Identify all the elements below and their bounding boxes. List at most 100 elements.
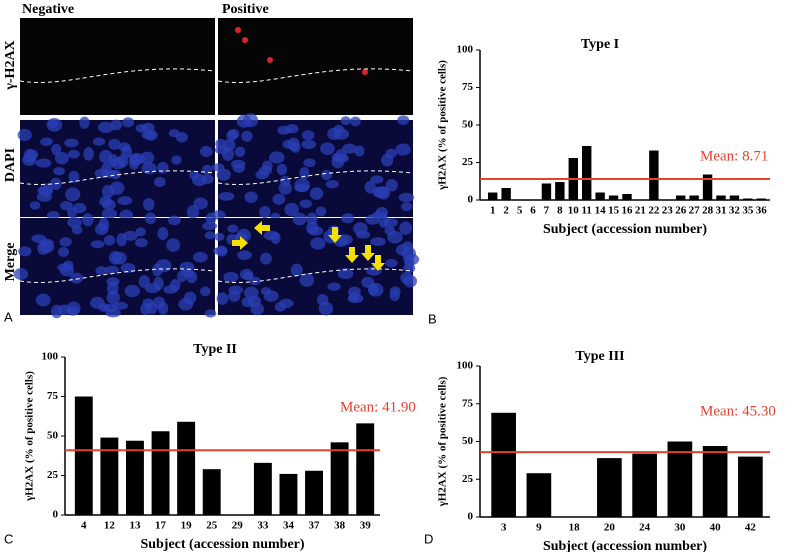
nucleus [342, 143, 357, 154]
nucleus [204, 231, 216, 240]
nucleus [284, 202, 299, 217]
bar [100, 437, 119, 515]
x-tick-label: 2 [503, 205, 509, 217]
bar [702, 446, 728, 517]
nucleus [321, 169, 332, 181]
nucleus [199, 286, 211, 297]
bar [279, 473, 298, 515]
bar [689, 195, 699, 200]
panel-label: B [428, 311, 437, 326]
signal [235, 27, 241, 33]
x-tick-label: 23 [662, 205, 674, 217]
nucleus [57, 246, 70, 257]
nucleus [320, 142, 335, 155]
panel-label: D [424, 531, 433, 546]
y-tick-label: 25 [47, 469, 59, 481]
nucleus [39, 183, 53, 198]
bar [667, 441, 693, 517]
x-tick-label: 21 [635, 205, 646, 217]
y-tick-label: 25 [462, 156, 474, 168]
bar [595, 192, 605, 200]
nucleus [40, 137, 53, 146]
x-axis-label: Subject (accession number) [543, 222, 707, 237]
nucleus [141, 130, 156, 140]
nucleus [399, 221, 413, 235]
nucleus [144, 283, 161, 294]
nucleus [204, 309, 217, 318]
chart-title: Type III [575, 349, 624, 364]
y-tick-label: 50 [462, 435, 474, 447]
nucleus [306, 221, 319, 235]
nucleus [18, 246, 32, 257]
nucleus [102, 303, 117, 313]
nucleus [176, 270, 188, 283]
arrow [345, 247, 359, 263]
nucleus [294, 183, 309, 193]
nucleus [122, 117, 135, 128]
x-tick-label: 15 [608, 205, 620, 217]
nucleus [29, 201, 41, 210]
x-tick-label: 17 [155, 520, 167, 532]
bar [555, 182, 565, 200]
nucleus [154, 176, 166, 188]
nucleus [389, 286, 401, 296]
x-tick-label: 26 [675, 205, 687, 217]
bar [622, 194, 632, 200]
nucleus [355, 230, 371, 239]
x-tick-label: 36 [756, 205, 768, 217]
bar [716, 195, 726, 200]
x-tick-label: 37 [309, 520, 321, 532]
nucleus [276, 163, 288, 176]
nucleus [259, 205, 271, 219]
nucleus [269, 151, 285, 164]
arrow [328, 227, 342, 243]
x-tick-label: 4 [81, 520, 87, 532]
nucleus [216, 245, 228, 257]
nucleus [186, 205, 200, 219]
boundary [19, 68, 216, 84]
nucleus [278, 181, 293, 195]
nucleus [290, 263, 303, 277]
nucleus [193, 197, 208, 210]
nucleus [192, 251, 208, 263]
y-tick-label: 100 [42, 351, 59, 363]
bar [582, 146, 592, 200]
nucleus [35, 158, 52, 168]
nucleus [98, 217, 110, 232]
x-tick-label: 34 [283, 520, 295, 532]
column-label: Negative [22, 2, 74, 17]
nucleus [108, 138, 121, 150]
panel-label: C [4, 531, 13, 546]
nucleus [234, 146, 246, 158]
nucleus [309, 187, 324, 200]
x-tick-label: 28 [702, 205, 714, 217]
panel-label: A [4, 309, 13, 324]
signal [267, 57, 273, 63]
y-tick-label: 75 [47, 390, 59, 402]
nucleus [381, 153, 394, 167]
bar [676, 195, 686, 200]
x-tick-label: 18 [569, 522, 581, 534]
nucleus [263, 230, 279, 241]
nucleus [216, 292, 229, 305]
nucleus [175, 132, 188, 143]
nucleus [124, 284, 140, 298]
x-tick-label: 38 [334, 520, 346, 532]
nucleus [135, 238, 148, 248]
boundary [217, 268, 414, 284]
nucleus [65, 187, 81, 202]
x-tick-label: 13 [129, 520, 141, 532]
bar [756, 198, 766, 200]
x-tick-label: 27 [689, 205, 701, 217]
nucleus [354, 145, 365, 157]
bar [356, 423, 375, 515]
nucleus [103, 235, 116, 246]
nucleus [384, 225, 396, 236]
nucleus [237, 250, 252, 261]
x-tick-label: 6 [530, 205, 536, 217]
nucleus [348, 292, 360, 303]
bar [632, 453, 657, 517]
nucleus [226, 129, 238, 142]
nucleus [118, 142, 131, 152]
nucleus [334, 154, 350, 163]
